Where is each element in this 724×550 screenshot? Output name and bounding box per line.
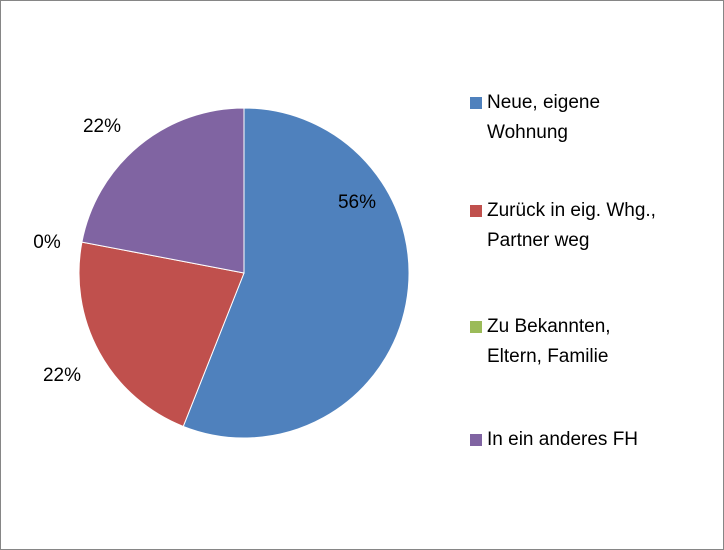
data-label: 22% <box>43 365 81 386</box>
legend-swatch <box>470 321 482 333</box>
legend-swatch <box>470 434 482 446</box>
legend-item: Zu Bekannten, Eltern, Familie <box>470 312 637 372</box>
legend-item: Zurück in eig. Whg., Partner weg <box>470 196 677 256</box>
legend-label: In ein anderes FH <box>487 429 639 450</box>
legend-item: Neue, eigene Wohnung <box>470 88 637 148</box>
legend-item: In ein anderes FH <box>470 425 677 455</box>
pie-slice <box>78 241 245 428</box>
data-label: 0% <box>33 232 61 253</box>
data-label: 22% <box>83 116 121 137</box>
pie-slice <box>81 107 245 274</box>
data-label: 56% <box>338 192 376 213</box>
pie-slice <box>182 107 410 439</box>
legend-label: Neue, eigene Wohnung <box>487 92 601 143</box>
legend-swatch <box>470 205 482 217</box>
legend-label: Zurück in eig. Whg., Partner weg <box>487 200 656 251</box>
legend-swatch <box>470 97 482 109</box>
legend-label: Zu Bekannten, Eltern, Familie <box>487 316 611 367</box>
